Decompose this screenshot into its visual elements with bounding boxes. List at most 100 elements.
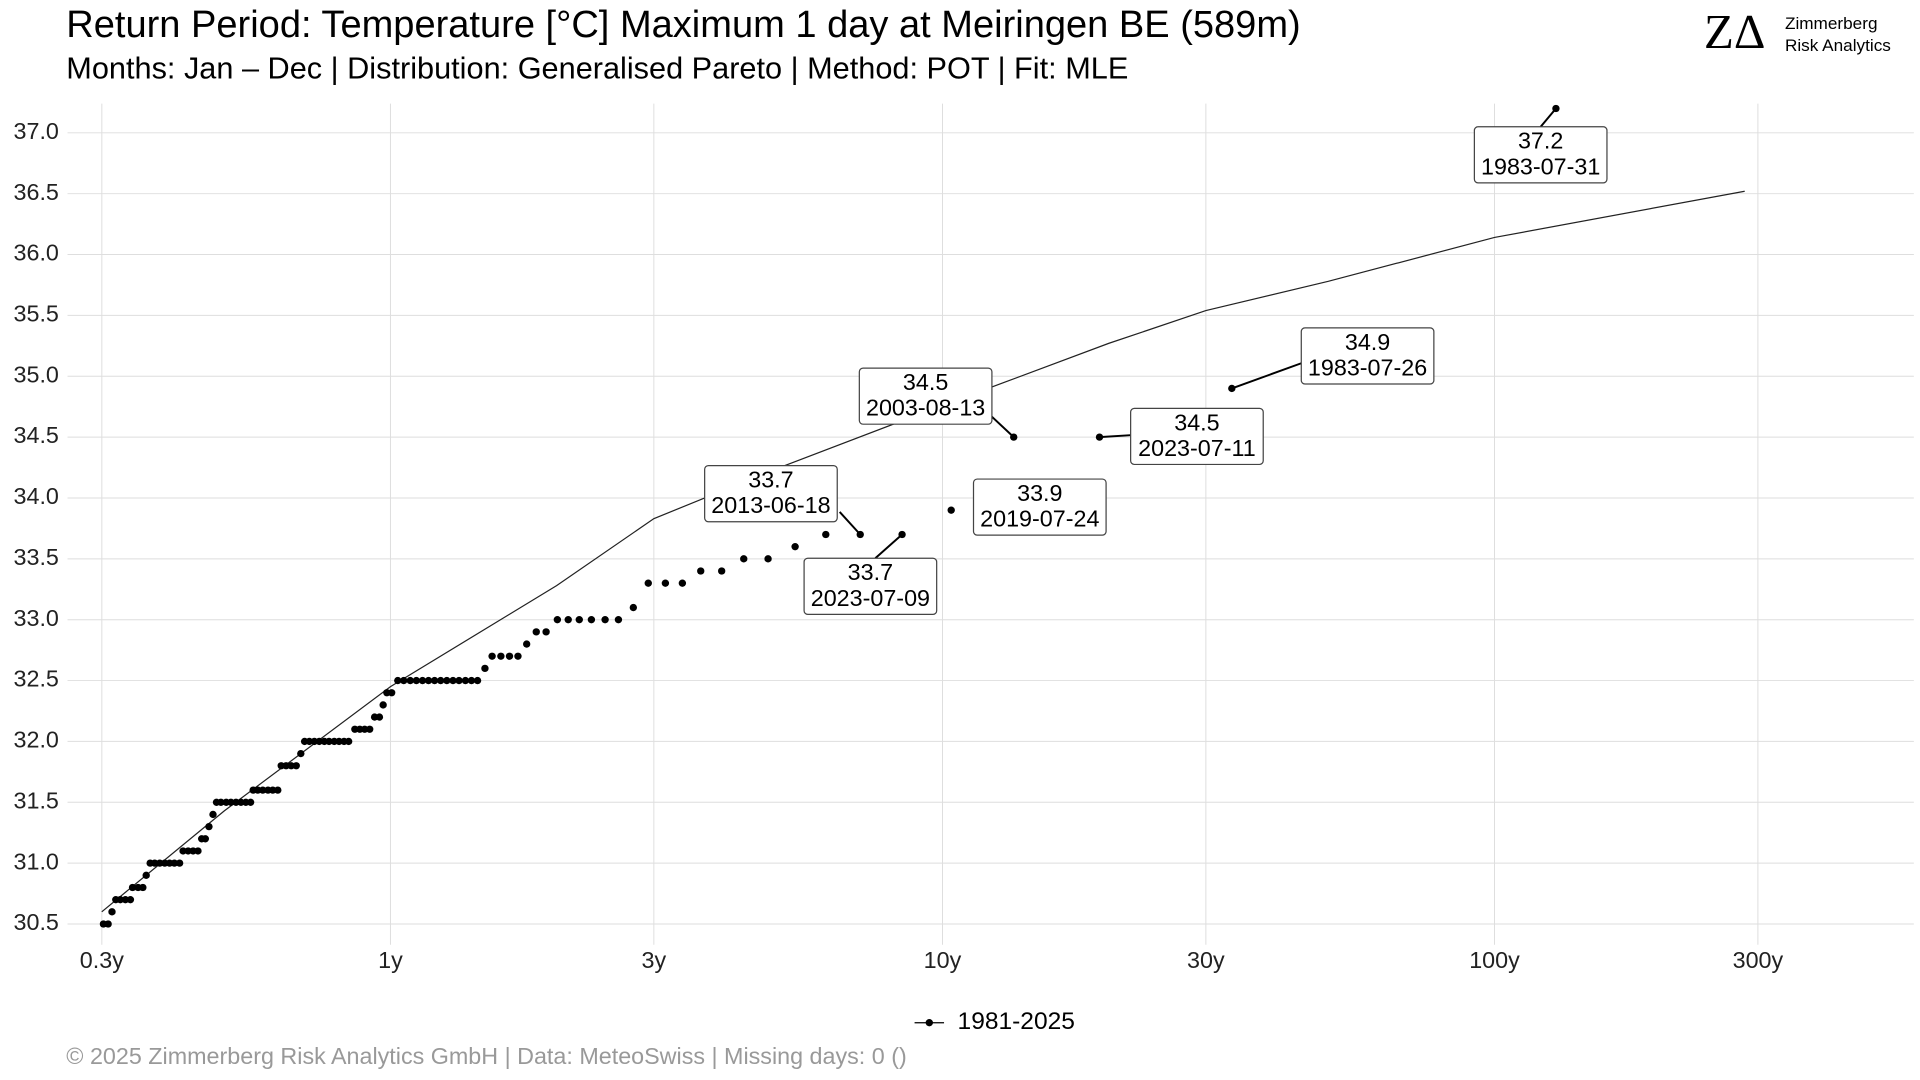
y-tick-label: 31.0 [14, 848, 59, 874]
data-point [717, 567, 726, 575]
chart-subtitle: Months: Jan – Dec | Distribution: Genera… [66, 52, 1128, 86]
data-point [108, 908, 116, 916]
data-point [379, 701, 387, 709]
y-tick-label: 32.5 [14, 666, 59, 692]
y-tick-label: 36.0 [14, 240, 59, 266]
data-point [542, 628, 550, 636]
data-point [375, 713, 384, 721]
y-tick-label: 33.0 [14, 605, 59, 631]
annotation-value: 34.9 [1345, 329, 1390, 355]
data-point [601, 616, 609, 624]
annotation-box [972, 478, 1107, 536]
annotation-leader [988, 413, 1015, 438]
annotation-date: 2023-07-09 [811, 585, 930, 611]
data-point [292, 762, 300, 770]
data-point [678, 579, 687, 587]
data-point [209, 810, 217, 819]
x-tick-label: 10y [924, 947, 962, 973]
logo-line2: Risk Analytics [1785, 36, 1891, 55]
data-point [522, 640, 531, 648]
logo-line1: Zimmerberg [1785, 14, 1878, 33]
data-point [424, 676, 433, 685]
annotation-date: 1983-07-26 [1308, 355, 1427, 381]
data-point [629, 603, 638, 612]
data-point [505, 652, 514, 660]
data-point [412, 676, 421, 685]
data-point [179, 847, 187, 855]
data-point [614, 616, 623, 624]
y-tick-label: 37.0 [14, 118, 59, 144]
y-tick-label: 34.0 [14, 483, 59, 509]
data-point [139, 883, 147, 892]
annotation-date: 2003-08-13 [866, 395, 985, 421]
y-tick-label: 35.0 [14, 361, 59, 387]
data-point [644, 579, 652, 587]
y-tick-label: 35.5 [14, 301, 59, 327]
data-point [282, 762, 290, 770]
data-point [406, 676, 414, 685]
data-point [461, 676, 470, 685]
annotation-value: 34.5 [903, 369, 948, 395]
annotation-box [803, 557, 938, 615]
data-point [170, 859, 179, 867]
data-point [344, 737, 353, 746]
data-point [553, 616, 562, 624]
data-point [449, 676, 457, 685]
y-tick-label: 33.5 [14, 544, 59, 570]
x-tick-label: 300y [1733, 947, 1784, 973]
annotation-leader [1099, 434, 1131, 439]
y-tick-label: 31.5 [14, 787, 59, 813]
data-point [575, 616, 583, 624]
data-point [564, 616, 572, 624]
data-point [697, 567, 705, 575]
data-point [297, 749, 305, 758]
data-point [205, 822, 213, 831]
annotation-value: 33.9 [1017, 480, 1062, 506]
y-tick-label: 36.5 [14, 179, 59, 205]
data-point [274, 786, 282, 794]
data-point [194, 847, 202, 855]
y-tick-label: 30.5 [14, 909, 59, 935]
data-point [142, 871, 150, 879]
data-point [947, 506, 955, 514]
data-point [116, 896, 124, 904]
annotation-value: 33.7 [748, 467, 793, 493]
data-point [175, 859, 184, 867]
data-point [514, 652, 522, 660]
annotation-value: 34.5 [1174, 409, 1219, 435]
data-point [217, 798, 225, 806]
data-point [430, 676, 439, 685]
data-point [201, 835, 210, 843]
data-point [587, 616, 596, 624]
data-point [150, 859, 159, 867]
data-point [246, 798, 255, 806]
y-tick-label: 32.0 [14, 727, 59, 753]
x-tick-label: 3y [642, 947, 667, 973]
data-point [126, 896, 135, 904]
annotation-value: 37.2 [1518, 128, 1563, 154]
data-point [661, 579, 670, 587]
annotation-date: 2013-06-18 [711, 492, 830, 518]
annotation-leader [1231, 362, 1302, 390]
annotation-box [858, 367, 993, 425]
annotation-date: 2023-07-11 [1138, 435, 1256, 461]
x-tick-label: 1y [378, 947, 403, 973]
data-point [400, 676, 408, 685]
annotation-box [704, 465, 838, 523]
data-point [436, 676, 445, 685]
data-point [325, 737, 333, 746]
annotation-date: 1983-07-31 [1481, 153, 1600, 179]
data-point [387, 689, 396, 697]
data-point [128, 883, 137, 892]
data-point [394, 676, 402, 685]
legend-marker [925, 1019, 933, 1027]
data-point [497, 652, 505, 660]
footer: © 2025 Zimmerberg Risk Analytics GmbH | … [66, 1043, 906, 1069]
annotation-value: 33.7 [848, 559, 893, 585]
data-point [467, 676, 476, 685]
data-point [418, 676, 427, 685]
data-point [104, 920, 112, 928]
fit-line [101, 190, 1745, 913]
data-point [315, 737, 323, 746]
data-point [764, 555, 772, 563]
